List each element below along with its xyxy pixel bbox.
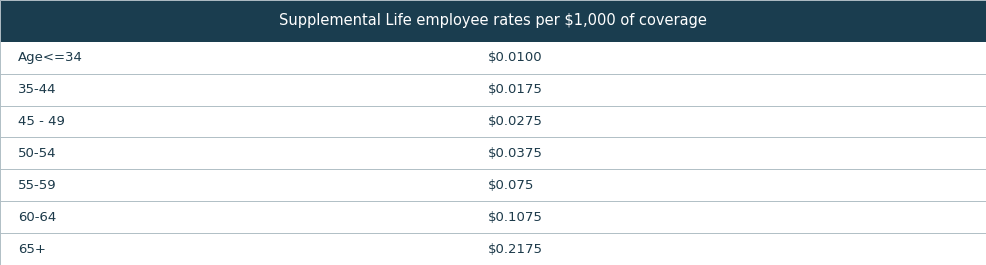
Text: $0.0175: $0.0175 <box>488 83 543 96</box>
Bar <box>0 0 986 42</box>
Text: 50-54: 50-54 <box>18 147 56 160</box>
Text: $0.0100: $0.0100 <box>488 51 542 64</box>
Text: Age<=34: Age<=34 <box>18 51 83 64</box>
Text: 60-64: 60-64 <box>18 211 56 224</box>
Text: 35-44: 35-44 <box>18 83 56 96</box>
Text: $0.075: $0.075 <box>488 179 534 192</box>
Text: $0.0275: $0.0275 <box>488 115 543 128</box>
Text: 65+: 65+ <box>18 242 45 255</box>
Text: $0.2175: $0.2175 <box>488 242 543 255</box>
Text: $0.1075: $0.1075 <box>488 211 543 224</box>
Text: Supplemental Life employee rates per $1,000 of coverage: Supplemental Life employee rates per $1,… <box>279 14 707 28</box>
Text: 45 - 49: 45 - 49 <box>18 115 65 128</box>
Text: $0.0375: $0.0375 <box>488 147 543 160</box>
Text: 55-59: 55-59 <box>18 179 56 192</box>
